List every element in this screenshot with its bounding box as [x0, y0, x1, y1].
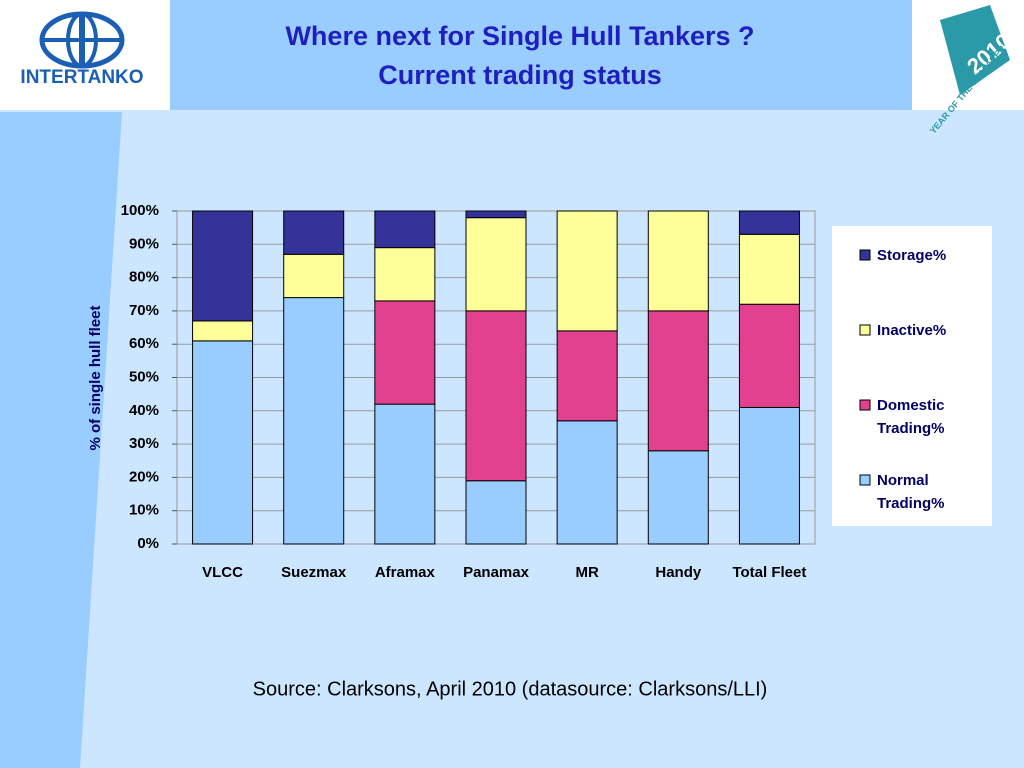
bar-segment	[192, 210, 254, 322]
y-tick-label: 30%	[129, 435, 159, 452]
y-tick-label: 60%	[129, 335, 159, 352]
side-stripe	[0, 112, 122, 768]
bar-segment	[465, 480, 527, 545]
x-tick-label: Aframax	[374, 564, 435, 581]
chart-title: Where next for Single Hull Tankers ?	[285, 21, 754, 51]
x-tick-label: MR	[575, 564, 599, 581]
legend-label: Normal Trading%	[877, 472, 945, 512]
chart-subtitle: Current trading status	[378, 60, 662, 90]
legend-swatch	[859, 474, 871, 486]
bar-segment	[374, 403, 436, 545]
bar-segment	[465, 210, 527, 219]
x-tick-label: Suezmax	[281, 564, 347, 581]
bar-segment	[283, 253, 345, 299]
bar-segment	[556, 420, 618, 545]
bar-segment	[647, 310, 709, 452]
bar-segment	[465, 310, 527, 482]
y-tick-label: 90%	[129, 235, 159, 252]
legend-swatch	[859, 324, 871, 336]
legend-label: Domestic Trading%	[877, 397, 945, 437]
bar-segment	[374, 300, 436, 405]
globe-logo	[39, 11, 125, 69]
legend-swatch	[859, 249, 871, 261]
badge-shape	[940, 5, 1010, 95]
legend-box	[832, 226, 992, 526]
y-tick-label: 10%	[129, 502, 159, 519]
bar-segment	[647, 210, 709, 312]
bar-segment	[738, 210, 800, 235]
bar-segment	[192, 320, 254, 342]
y-tick-label: 20%	[129, 468, 159, 485]
y-tick-label: 40%	[129, 402, 159, 419]
bar-segment	[738, 233, 800, 305]
bar-segment	[556, 330, 618, 422]
bar-segment	[192, 340, 254, 545]
x-tick-label: Panamax	[463, 564, 529, 581]
x-tick-label: Total Fleet	[732, 564, 807, 581]
legend-label: Storage%	[877, 247, 947, 264]
y-tick-label: 100%	[121, 202, 159, 219]
y-tick-label: 0%	[137, 535, 159, 552]
legend-swatch	[859, 399, 871, 411]
bar-segment	[374, 247, 436, 302]
y-axis-label: % of single hull fleet	[87, 305, 104, 450]
bar-segment	[738, 406, 800, 545]
bar-segment	[556, 210, 618, 332]
bar-segment	[647, 450, 709, 545]
logo-text: INTERTANKO	[20, 67, 143, 88]
header-band	[170, 0, 912, 110]
y-tick-label: 80%	[129, 269, 159, 286]
bar-segment	[283, 210, 345, 255]
y-tick-label: 50%	[129, 368, 159, 385]
y-tick-label: 70%	[129, 302, 159, 319]
bar-segment	[374, 210, 436, 249]
x-tick-label: VLCC	[202, 564, 243, 581]
bar-segment	[465, 217, 527, 312]
bar-segment	[738, 303, 800, 408]
bar-segment	[283, 297, 345, 545]
x-tick-label: Handy	[655, 564, 702, 581]
source-note: Source: Clarksons, April 2010 (datasourc…	[253, 678, 768, 700]
legend-label: Inactive%	[877, 322, 947, 339]
